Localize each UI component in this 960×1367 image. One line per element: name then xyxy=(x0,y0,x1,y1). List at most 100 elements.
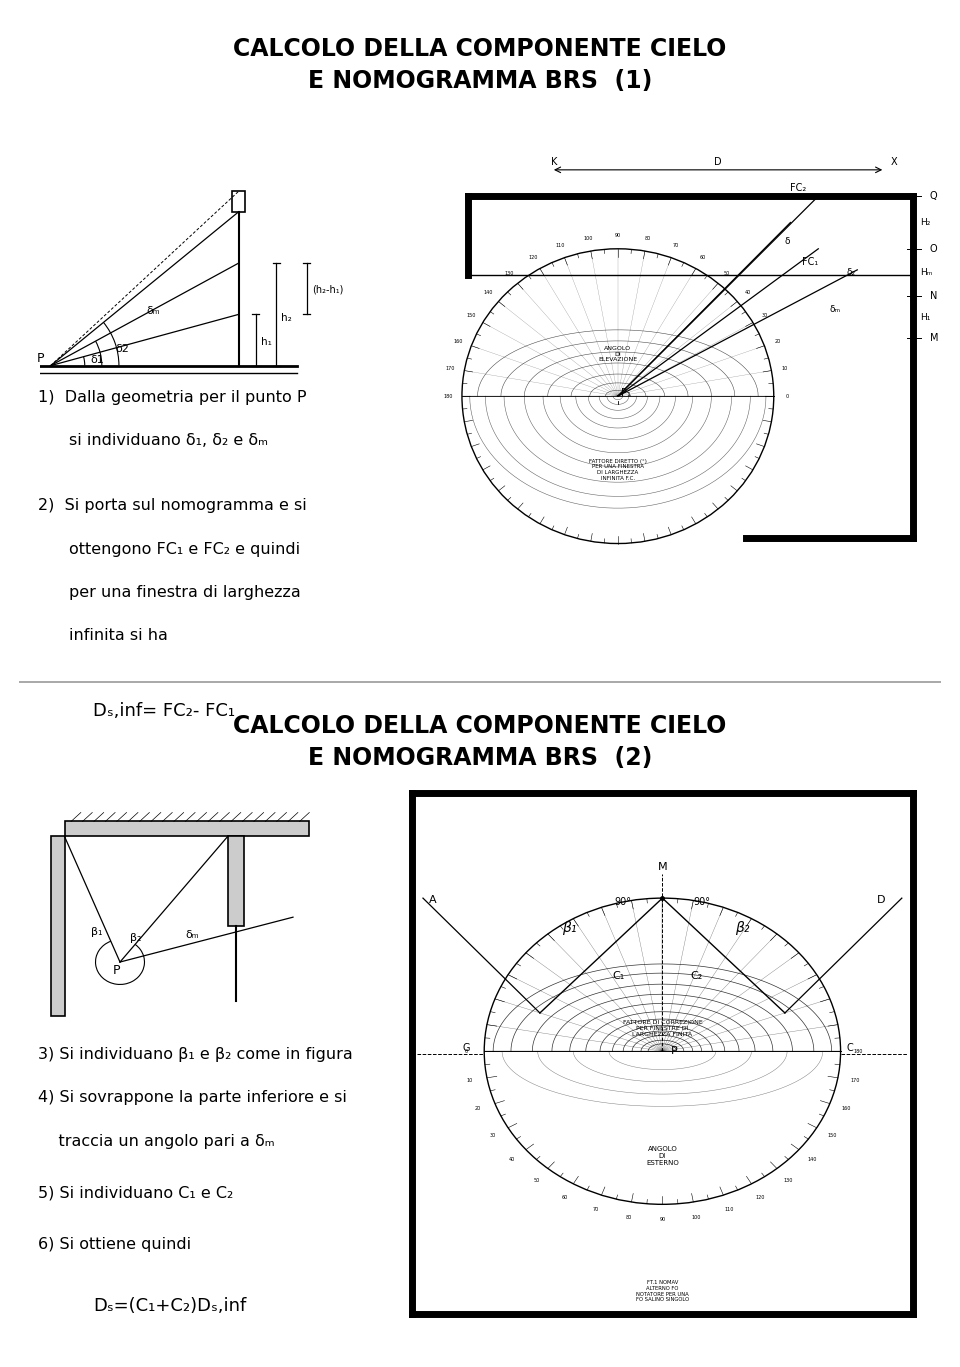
Text: 130: 130 xyxy=(783,1178,793,1182)
Text: 40: 40 xyxy=(509,1156,516,1162)
Bar xyxy=(228,837,244,927)
Text: Dₛ=(C₁+C₂)Dₛ,inf: Dₛ=(C₁+C₂)Dₛ,inf xyxy=(93,1297,247,1315)
Text: G: G xyxy=(463,1043,470,1053)
Text: 2)  Si porta sul nomogramma e si: 2) Si porta sul nomogramma e si xyxy=(38,498,307,513)
Text: δₘ: δₘ xyxy=(829,305,841,314)
Text: h₂: h₂ xyxy=(281,313,292,323)
Text: A: A xyxy=(428,895,436,905)
Text: O: O xyxy=(929,243,937,254)
Text: ANGOLO
DI
ELEVAZIONE: ANGOLO DI ELEVAZIONE xyxy=(598,346,637,362)
Text: 170: 170 xyxy=(446,366,455,370)
Text: δ₂: δ₂ xyxy=(846,268,855,278)
Text: δ: δ xyxy=(785,236,790,246)
Text: δ2: δ2 xyxy=(115,344,130,354)
Text: 20: 20 xyxy=(475,1106,481,1111)
Text: 50: 50 xyxy=(724,271,731,276)
Text: H₁: H₁ xyxy=(920,313,930,321)
Text: Hₘ: Hₘ xyxy=(920,268,932,278)
Text: FATTORE DI CORREZIONE
PER FINESTRE DI
LARGHEZZA FINITA: FATTORE DI CORREZIONE PER FINESTRE DI LA… xyxy=(622,1020,703,1036)
Text: 10: 10 xyxy=(782,366,788,370)
Text: 150: 150 xyxy=(828,1133,837,1137)
Text: β₂: β₂ xyxy=(734,920,750,935)
Text: 90: 90 xyxy=(614,234,621,238)
Text: 3) Si individuano β₁ e β₂ come in figura: 3) Si individuano β₁ e β₂ come in figura xyxy=(38,1047,353,1062)
Text: FT.1 NOMAV
ALTERNO FO
NOTATORE PER UNA
FO SALINO SINGOLO: FT.1 NOMAV ALTERNO FO NOTATORE PER UNA F… xyxy=(636,1280,689,1303)
Text: 80: 80 xyxy=(625,1214,632,1219)
Text: 120: 120 xyxy=(528,254,538,260)
Text: 4) Si sovrappone la parte inferiore e si: 4) Si sovrappone la parte inferiore e si xyxy=(38,1091,348,1106)
Text: (h₂-h₁): (h₂-h₁) xyxy=(312,284,344,294)
Text: 100: 100 xyxy=(692,1214,701,1219)
Text: si individuano δ₁, δ₂ e δₘ: si individuano δ₁, δ₂ e δₘ xyxy=(69,433,269,448)
Text: ottengono FC₁ e FC₂ e quindi: ottengono FC₁ e FC₂ e quindi xyxy=(69,541,300,556)
Text: 150: 150 xyxy=(467,313,475,319)
Text: M: M xyxy=(658,861,667,872)
Text: 100: 100 xyxy=(584,235,593,241)
Text: M: M xyxy=(929,334,938,343)
Text: 20: 20 xyxy=(775,339,780,343)
Text: traccia un angolo pari a δₘ: traccia un angolo pari a δₘ xyxy=(38,1133,275,1148)
Text: 0: 0 xyxy=(465,1048,468,1054)
Text: infinita si ha: infinita si ha xyxy=(69,629,168,644)
Text: 90°: 90° xyxy=(614,897,632,908)
Text: H₂: H₂ xyxy=(920,217,930,227)
Text: 40: 40 xyxy=(745,290,751,295)
Text: 180: 180 xyxy=(853,1048,863,1054)
Text: P₁: P₁ xyxy=(620,388,631,398)
Text: 1)  Dalla geometria per il punto P: 1) Dalla geometria per il punto P xyxy=(38,390,307,405)
Text: 90: 90 xyxy=(660,1217,665,1222)
Text: β₂: β₂ xyxy=(130,934,141,943)
Text: 60: 60 xyxy=(562,1195,567,1200)
Text: 60: 60 xyxy=(700,254,706,260)
Text: P: P xyxy=(36,353,44,365)
Text: FC₁: FC₁ xyxy=(802,257,818,267)
Text: CALCOLO DELLA COMPONENTE CIELO
E NOMOGRAMMA BRS  (2): CALCOLO DELLA COMPONENTE CIELO E NOMOGRA… xyxy=(233,714,727,770)
Text: FATTORE DIRETTO (°)
PER UNA FINESTRA
DI LARGHEZZA
INFINITA F.C.: FATTORE DIRETTO (°) PER UNA FINESTRA DI … xyxy=(588,459,647,481)
Text: 70: 70 xyxy=(673,243,679,247)
Text: 140: 140 xyxy=(483,290,492,295)
Text: X: X xyxy=(891,157,898,167)
Text: 160: 160 xyxy=(842,1106,852,1111)
Text: 120: 120 xyxy=(756,1195,765,1200)
Text: N: N xyxy=(929,291,937,301)
Text: 140: 140 xyxy=(808,1156,817,1162)
Text: β₁: β₁ xyxy=(563,920,577,935)
Text: 110: 110 xyxy=(725,1207,734,1213)
Text: 130: 130 xyxy=(504,271,514,276)
Bar xyxy=(231,191,246,212)
Text: FC₂: FC₂ xyxy=(790,183,806,193)
Text: δ1: δ1 xyxy=(90,355,104,365)
Text: 70: 70 xyxy=(592,1207,598,1213)
Text: 180: 180 xyxy=(444,394,453,399)
Text: CALCOLO DELLA COMPONENTE CIELO
E NOMOGRAMMA BRS  (1): CALCOLO DELLA COMPONENTE CIELO E NOMOGRA… xyxy=(233,37,727,93)
Text: 30: 30 xyxy=(762,313,768,319)
Text: 10: 10 xyxy=(467,1079,472,1083)
Bar xyxy=(64,822,309,837)
Text: 110: 110 xyxy=(555,243,564,247)
Text: ANGOLO
DI
ESTERNO: ANGOLO DI ESTERNO xyxy=(646,1147,679,1166)
Text: 30: 30 xyxy=(490,1133,495,1137)
Text: 160: 160 xyxy=(453,339,463,343)
Text: 6) Si ottiene quindi: 6) Si ottiene quindi xyxy=(38,1237,192,1252)
Text: δₘ: δₘ xyxy=(185,930,199,940)
Text: 0: 0 xyxy=(786,394,789,399)
Text: C: C xyxy=(846,1043,852,1053)
Text: 50: 50 xyxy=(534,1178,540,1182)
Text: h₁: h₁ xyxy=(261,338,272,347)
Text: δₘ: δₘ xyxy=(146,306,160,316)
Text: P: P xyxy=(113,964,121,977)
Text: 80: 80 xyxy=(644,235,651,241)
Text: 5) Si individuano C₁ e C₂: 5) Si individuano C₁ e C₂ xyxy=(38,1185,233,1200)
Text: D: D xyxy=(714,157,722,167)
Text: K: K xyxy=(551,157,558,167)
Text: per una finestra di larghezza: per una finestra di larghezza xyxy=(69,585,301,600)
Bar xyxy=(52,837,64,1016)
Text: 90°: 90° xyxy=(693,897,710,908)
Text: Q: Q xyxy=(929,191,937,201)
Text: D: D xyxy=(876,895,885,905)
Text: C₂: C₂ xyxy=(690,972,703,982)
Text: 170: 170 xyxy=(851,1079,860,1083)
Text: P: P xyxy=(671,1046,678,1055)
Text: Dₛ,inf= FC₂- FC₁: Dₛ,inf= FC₂- FC₁ xyxy=(93,703,235,720)
Text: C₁: C₁ xyxy=(612,972,625,982)
